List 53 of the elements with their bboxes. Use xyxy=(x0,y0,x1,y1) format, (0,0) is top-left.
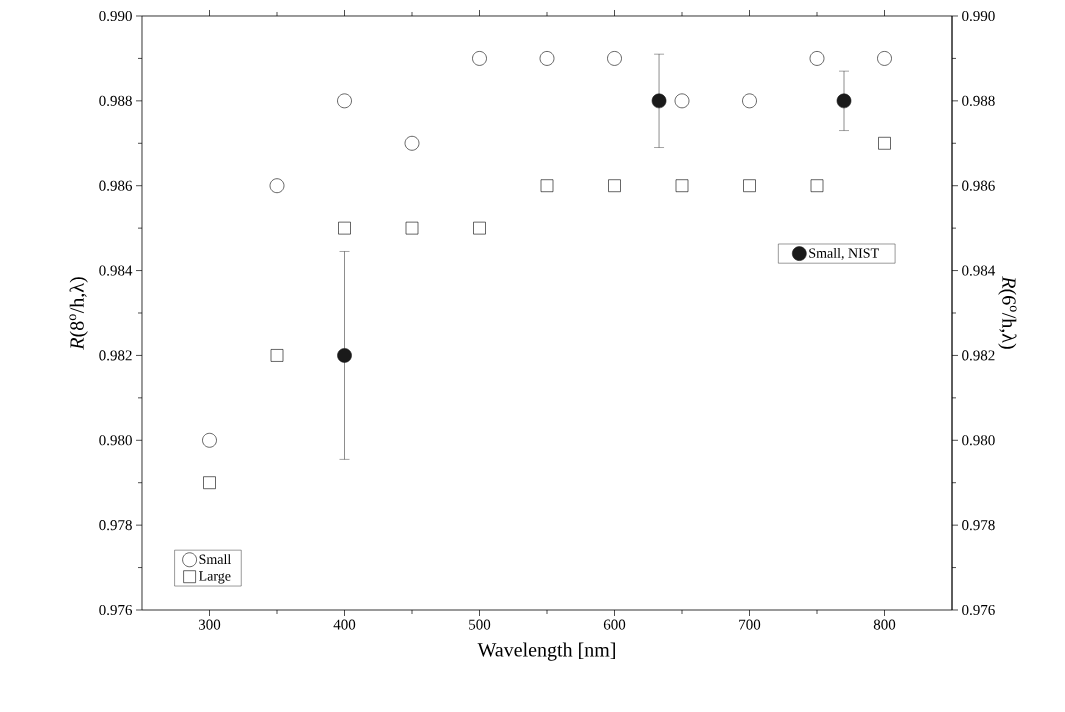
point xyxy=(878,136,891,150)
point xyxy=(743,179,756,193)
y2-tick-label: 0.976 xyxy=(962,604,995,616)
y2-tick-label: 0.980 xyxy=(962,435,995,446)
y2-tick-label: 0.982 xyxy=(962,350,995,361)
y2-tick-label: 0.984 xyxy=(962,265,996,276)
point xyxy=(539,51,555,66)
point xyxy=(337,93,352,109)
y2-tick-label: 0.990 xyxy=(962,10,995,22)
y2-tick-label: 0.986 xyxy=(962,180,995,191)
y2-axis-title: R(6$^{o}$/h,λ) xyxy=(998,276,1017,349)
point xyxy=(651,93,667,109)
y2-tick-label: 0.988 xyxy=(962,95,995,106)
y-tick-label: 0.980 xyxy=(99,435,132,446)
legend-label: Small, NIST xyxy=(809,247,879,260)
point xyxy=(405,221,419,235)
point xyxy=(203,476,216,490)
point xyxy=(742,93,757,109)
point xyxy=(338,221,351,235)
y-tick-label: 0.986 xyxy=(99,180,133,191)
x-tick-label: 500 xyxy=(469,619,491,630)
point xyxy=(270,349,284,362)
point xyxy=(473,221,486,235)
point xyxy=(404,135,420,151)
point xyxy=(809,51,825,66)
point xyxy=(540,179,554,193)
x-tick-label: 300 xyxy=(198,619,221,630)
x-tick-label: 800 xyxy=(873,619,896,630)
point xyxy=(675,179,689,193)
y-tick-label: 0.984 xyxy=(99,265,133,276)
y2-tick-label: 0.978 xyxy=(962,520,995,531)
point xyxy=(608,179,621,193)
point xyxy=(836,93,852,109)
point xyxy=(674,93,690,109)
legend-label: Small xyxy=(199,554,231,565)
y-tick-label: 0.978 xyxy=(99,520,132,531)
y-tick-label: 0.988 xyxy=(99,95,132,106)
point xyxy=(337,348,352,363)
point xyxy=(810,179,824,193)
point xyxy=(607,51,622,66)
point xyxy=(877,51,892,66)
x-tick-label: 600 xyxy=(603,619,626,630)
point xyxy=(472,51,487,66)
y-tick-label: 0.976 xyxy=(99,604,133,616)
legend-label: Large xyxy=(199,571,231,584)
point xyxy=(269,178,285,194)
x-axis-title: Wavelength [nm] xyxy=(477,642,615,661)
y-tick-label: 0.982 xyxy=(99,350,132,361)
x-tick-label: 400 xyxy=(333,619,356,630)
point xyxy=(202,432,217,448)
y-axis-title: R(8$^{o}$/h,λ) xyxy=(69,277,88,350)
y-tick-label: 0.990 xyxy=(99,10,132,22)
x-tick-label: 700 xyxy=(739,619,761,630)
